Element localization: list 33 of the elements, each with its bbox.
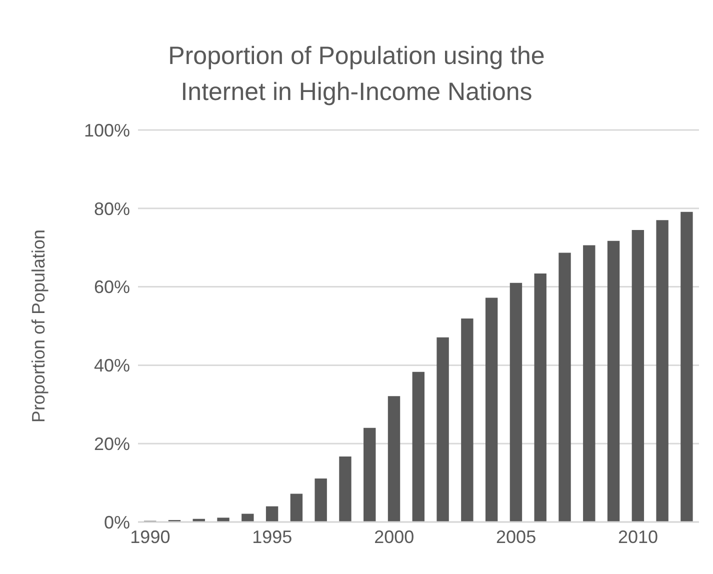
x-tick-label: 2000 [374, 526, 414, 547]
bar [412, 372, 424, 522]
bar [217, 518, 230, 522]
bar [364, 428, 376, 522]
y-tick-label: 80% [94, 198, 130, 219]
bar [266, 506, 278, 522]
x-tick-label: 1995 [252, 526, 292, 547]
bar [339, 456, 352, 522]
x-tick-label: 2005 [496, 526, 536, 547]
bar [534, 273, 546, 522]
y-tick-label: 40% [94, 356, 130, 376]
bar [314, 478, 327, 522]
bar [656, 220, 668, 522]
y-tick-label: 0% [104, 512, 130, 532]
bar [485, 298, 498, 522]
bar [680, 212, 693, 522]
chart-title: Proportion of Population using the Internet in High-Income Nations [167, 41, 546, 108]
bar [436, 337, 449, 522]
bar [583, 245, 596, 522]
bar [461, 318, 474, 522]
x-tick-label: 1990 [130, 526, 170, 547]
x-tick-label: 2010 [618, 526, 658, 547]
bar [290, 494, 303, 522]
bar [388, 396, 400, 522]
bar [558, 252, 571, 522]
bar [510, 282, 522, 522]
bar [242, 514, 254, 522]
bar [607, 240, 620, 522]
y-tick-label: 100% [84, 120, 130, 140]
bar [632, 230, 644, 522]
y-tick-label: 20% [94, 434, 130, 454]
y-axis-title: Proportion of Population [28, 229, 48, 423]
y-tick-label: 60% [94, 277, 130, 298]
